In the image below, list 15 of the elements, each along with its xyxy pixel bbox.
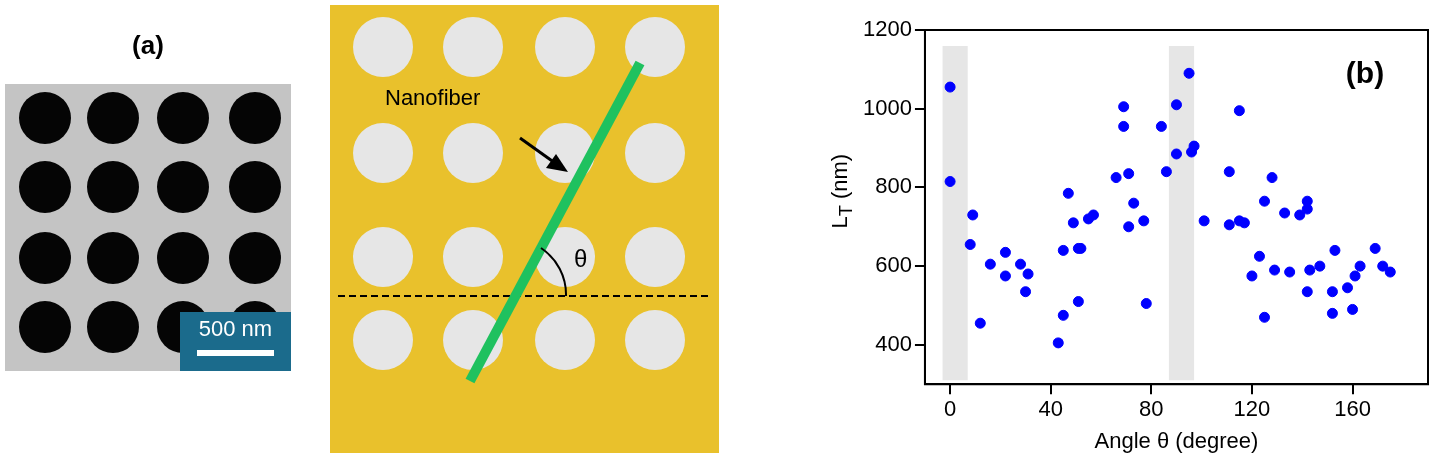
x-tick-label: 40 — [1038, 396, 1063, 422]
y-tick-label: 600 — [875, 252, 912, 278]
y-tick-label: 1200 — [862, 16, 912, 42]
x-axis-title: Angle θ (degree) — [1094, 427, 1259, 453]
y-tick-label: 400 — [875, 330, 912, 356]
text: (a) — [131, 30, 165, 61]
x-tick-label: 80 — [1139, 396, 1164, 422]
text: Nanofiber — [385, 85, 481, 111]
y-tick-label: 1000 — [862, 94, 912, 120]
text: θ — [574, 245, 588, 273]
x-tick-label: 120 — [1233, 396, 1271, 422]
y-tick-label: 800 — [875, 173, 912, 199]
x-tick-label: 160 — [1334, 396, 1371, 422]
x-tick-label: 0 — [943, 396, 957, 422]
text: (b) — [1345, 56, 1385, 90]
